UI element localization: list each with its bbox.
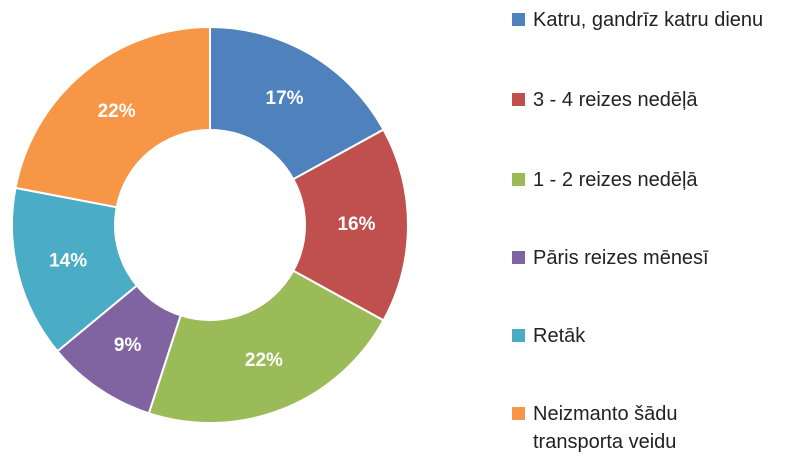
legend-item: Retāk (512, 322, 792, 350)
legend-swatch (512, 93, 525, 106)
legend-label: Retāk (533, 325, 586, 347)
legend-swatch (512, 251, 525, 264)
value-label: 9% (114, 335, 142, 356)
legend-swatch (512, 329, 525, 342)
legend-item: 3 - 4 reizes nedēļā (512, 86, 792, 114)
value-label: 14% (49, 250, 87, 271)
legend-label: Pāris reizes mēnesī (533, 247, 709, 269)
legend-label: Katru, gandrīz katru dienu (533, 9, 764, 31)
value-label: 17% (266, 88, 304, 109)
legend-label: 1 - 2 reizes nedēļā (533, 169, 698, 191)
value-label: 16% (337, 214, 375, 235)
legend-item: 1 - 2 reizes nedēļā (512, 166, 792, 194)
slice (14, 25, 211, 209)
slice (209, 25, 385, 181)
slice (147, 269, 385, 424)
value-label: 22% (245, 350, 283, 371)
slice (291, 128, 409, 322)
legend-item: Pāris reizes mēnesī (512, 244, 792, 272)
legend-item: Neizmanto šādu transporta veidu (512, 400, 792, 456)
legend-swatch (512, 13, 525, 26)
legend-label: Neizmanto šādu transporta veidu (533, 403, 678, 453)
legend-label: 3 - 4 reizes nedēļā (533, 89, 698, 111)
legend-swatch (512, 407, 525, 420)
legend-swatch (512, 173, 525, 186)
legend-item: Katru, gandrīz katru dienu (512, 6, 792, 34)
value-label: 22% (98, 101, 136, 122)
